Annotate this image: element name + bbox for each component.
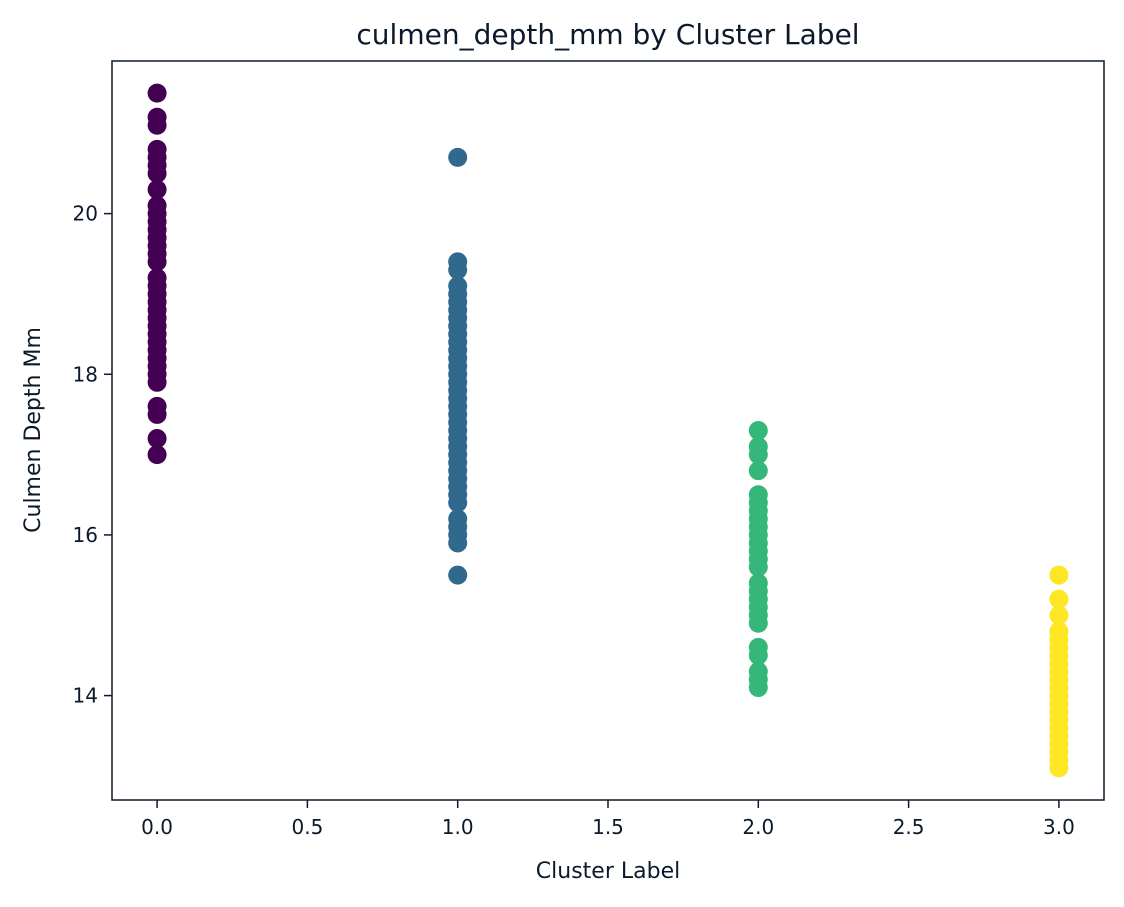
data-point	[748, 678, 768, 698]
data-point	[748, 613, 768, 633]
data-point	[448, 493, 468, 513]
cluster-1-points	[448, 147, 468, 585]
data-point	[147, 372, 167, 392]
data-point	[1049, 565, 1069, 585]
x-tick-label: 1.5	[592, 815, 624, 839]
y-tick-label: 14	[73, 684, 98, 708]
data-point	[748, 421, 768, 440]
data-point	[748, 557, 768, 577]
y-axis-label: Culmen Depth Mm	[21, 327, 46, 533]
x-tick-label: 1.0	[442, 815, 474, 839]
data-point	[147, 83, 167, 103]
y-tick-label: 20	[73, 202, 98, 226]
data-point	[1049, 589, 1069, 609]
y-tick-label: 16	[73, 523, 98, 547]
data-point	[748, 461, 768, 481]
data-point	[147, 404, 167, 424]
x-axis-label: Cluster Label	[536, 859, 680, 884]
data-point	[147, 252, 167, 272]
y-axis: 14 16 18 20	[73, 202, 112, 708]
data-point	[748, 645, 768, 665]
plot-area	[147, 83, 1069, 778]
data-point	[147, 429, 167, 449]
data-point	[1049, 605, 1069, 625]
data-point	[1049, 758, 1069, 778]
x-tick-label: 2.5	[893, 815, 925, 839]
data-point	[448, 533, 468, 553]
data-point	[147, 115, 167, 135]
x-tick-label: 3.0	[1043, 815, 1075, 839]
cluster-2-points	[748, 421, 768, 698]
axes-frame	[111, 60, 1105, 801]
cluster-0-points	[147, 83, 167, 465]
x-axis: 0.0 0.5 1.0 1.5 2.0 2.5 3.0	[141, 800, 1075, 839]
data-point	[448, 565, 468, 585]
x-tick-label: 2.0	[742, 815, 774, 839]
data-point	[448, 147, 468, 167]
data-point	[147, 163, 167, 183]
cluster-3-points	[1049, 565, 1069, 778]
chart-title: culmen_depth_mm by Cluster Label	[356, 18, 859, 51]
data-point	[448, 260, 468, 280]
x-tick-label: 0.5	[291, 815, 323, 839]
data-point	[147, 445, 167, 465]
data-point	[147, 180, 167, 200]
data-point	[748, 445, 768, 465]
x-tick-label: 0.0	[141, 815, 173, 839]
y-tick-label: 18	[73, 362, 98, 386]
